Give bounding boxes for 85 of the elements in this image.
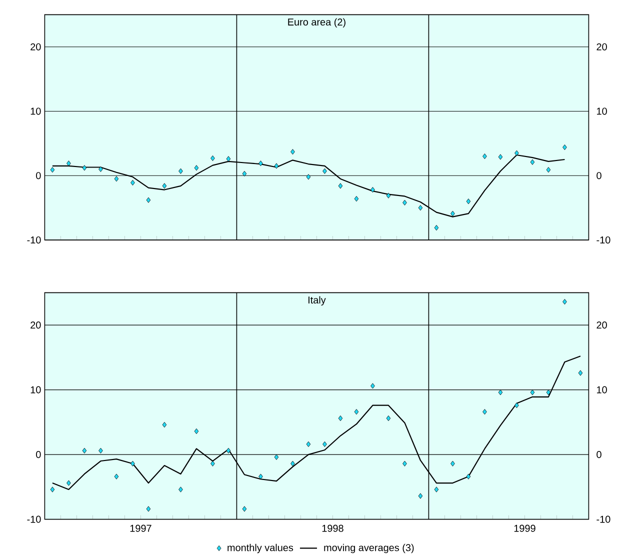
x-tick-label: 1999 [514,524,536,532]
y2-tick-label: 10 [597,108,607,115]
point [162,422,167,428]
point [114,176,119,182]
point [546,390,551,396]
point [466,198,471,204]
point [162,183,167,189]
point [194,428,199,434]
point [258,160,263,166]
point [290,460,295,466]
point [82,448,87,454]
point [178,486,183,492]
point [226,448,231,454]
legend-label: moving averages (3) [324,544,414,554]
point [514,402,519,408]
y2-tick-label: -10 [596,236,610,244]
point [66,480,71,486]
x-tick-label: 1998 [322,524,344,532]
point [482,154,487,160]
y2-tick-label: 10 [597,386,607,394]
y-tick-label: 0 [36,451,41,458]
point [354,196,359,202]
point [578,370,583,376]
point [50,167,55,173]
point [450,460,455,466]
point [546,167,551,173]
y2-tick-label: 20 [596,43,607,50]
y2-tick-label: 20 [596,322,607,329]
point [130,180,135,186]
point [178,168,183,174]
point [386,192,391,198]
point [66,160,71,166]
point [242,506,247,512]
y2-tick-label: 0 [596,451,602,458]
point [146,506,151,512]
point [530,390,535,396]
y-tick-label: -10 [27,236,41,244]
point [530,159,535,165]
point [434,486,439,492]
chart-title: Euro area (2) [288,18,346,28]
chart-title: Italy [308,296,326,306]
point [338,183,343,189]
point [338,415,343,422]
y-tick-label: -10 [27,516,41,523]
point [210,460,215,466]
point [418,204,423,211]
point [98,166,103,172]
point [466,474,471,480]
point [482,409,487,415]
point [274,454,279,460]
point [82,165,87,171]
point [274,163,279,169]
y-tick-label: 10 [30,386,41,394]
point [50,486,55,492]
point [354,409,359,415]
point [322,441,327,447]
x-tick-label: 1997 [130,524,152,532]
point [194,165,199,171]
point [450,210,455,216]
point [306,174,311,180]
point [434,224,439,231]
point [498,154,503,160]
point [306,441,311,447]
point [146,197,151,203]
point [370,383,375,389]
point [322,168,327,174]
point [514,150,519,156]
point [130,460,135,466]
y-tick-label: 20 [30,322,41,329]
point [498,390,503,396]
point [114,474,119,480]
point [242,170,247,176]
point [418,493,423,499]
y-tick-label: 0 [36,172,41,180]
point [226,156,231,162]
y2-tick-label: -10 [596,516,610,523]
y2-tick-label: 0 [596,172,602,180]
point [98,448,103,454]
point [402,200,407,206]
y-tick-label: 20 [30,43,41,50]
point [402,460,407,466]
point [386,415,391,422]
point [258,474,263,480]
legend-label: monthly values [228,544,294,554]
y-tick-label: 10 [30,108,41,115]
